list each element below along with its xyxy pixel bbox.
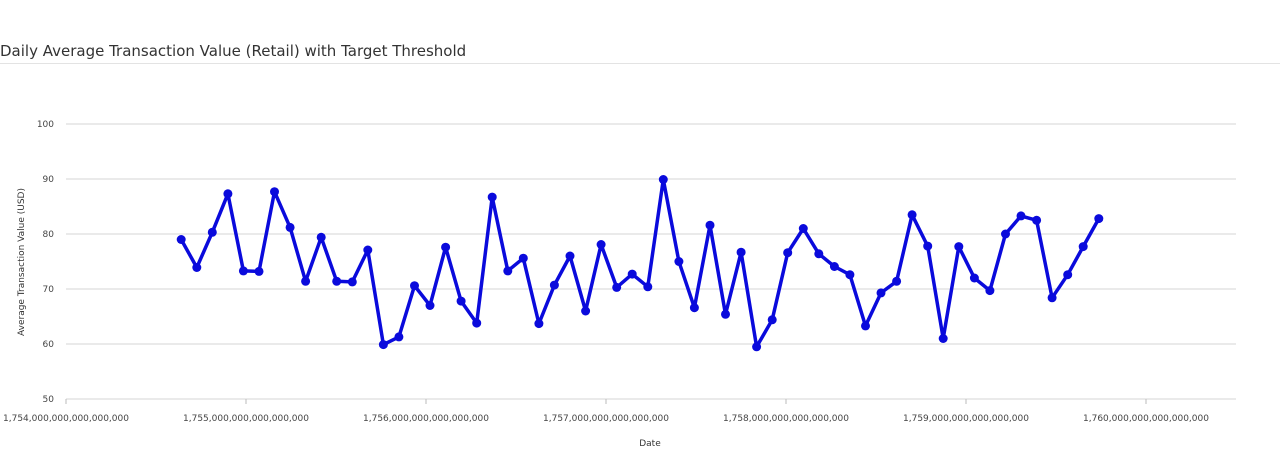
y-axis-label: Average Transaction Value (USD): [17, 188, 27, 336]
data-point[interactable]: [472, 318, 482, 328]
data-point[interactable]: [1016, 211, 1026, 221]
data-point[interactable]: [954, 242, 964, 252]
data-point[interactable]: [923, 241, 933, 251]
data-point[interactable]: [394, 332, 404, 342]
data-point[interactable]: [1063, 270, 1073, 280]
data-point[interactable]: [767, 315, 777, 325]
series-layer: [176, 175, 1104, 352]
series-line: [179, 177, 1101, 349]
data-point[interactable]: [969, 273, 979, 283]
y-tick-label: 70: [43, 285, 55, 295]
x-tick-label: 1,759,000,000,000,000,000: [903, 414, 1029, 424]
data-point[interactable]: [1047, 293, 1057, 303]
data-point[interactable]: [596, 240, 606, 249]
data-point[interactable]: [534, 319, 544, 329]
y-tick-label: 80: [43, 230, 55, 240]
data-point[interactable]: [643, 282, 653, 292]
data-point[interactable]: [549, 280, 559, 290]
data-point[interactable]: [176, 235, 186, 244]
data-point[interactable]: [876, 288, 886, 298]
x-tick-label: 1,760,000,000,000,000,000: [1083, 414, 1209, 424]
data-point[interactable]: [845, 270, 855, 280]
y-axis-ticks: 50 60 70 80 90 100: [37, 120, 54, 405]
data-point[interactable]: [378, 340, 388, 350]
data-point[interactable]: [207, 227, 217, 237]
data-point[interactable]: [425, 301, 435, 310]
data-point[interactable]: [892, 276, 902, 286]
data-point[interactable]: [316, 232, 326, 242]
data-point[interactable]: [612, 282, 622, 292]
data-point[interactable]: [861, 321, 870, 331]
x-axis-label: Date: [639, 439, 661, 449]
data-point[interactable]: [783, 248, 793, 258]
data-point[interactable]: [285, 222, 295, 232]
data-point[interactable]: [736, 247, 746, 257]
data-point[interactable]: [363, 245, 373, 255]
data-point[interactable]: [814, 249, 824, 259]
data-point[interactable]: [347, 277, 357, 287]
data-point[interactable]: [441, 242, 451, 252]
data-point[interactable]: [658, 175, 668, 184]
y-tick-label: 100: [37, 120, 54, 130]
x-tick-label: 1,756,000,000,000,000,000: [363, 414, 489, 424]
x-tick-label: 1,755,000,000,000,000,000: [183, 414, 309, 424]
data-point[interactable]: [270, 187, 279, 197]
x-tick-label: 1,757,000,000,000,000,000: [543, 414, 669, 424]
x-tick-label: 1,758,000,000,000,000,000: [723, 414, 849, 424]
chart-title: Daily Average Transaction Value (Retail)…: [0, 42, 467, 60]
data-point[interactable]: [565, 251, 575, 261]
data-point[interactable]: [503, 266, 513, 276]
data-point[interactable]: [1032, 215, 1042, 225]
data-point[interactable]: [1001, 229, 1010, 239]
y-tick-label: 50: [43, 395, 55, 405]
data-point[interactable]: [487, 192, 497, 202]
data-point[interactable]: [581, 306, 591, 316]
data-point[interactable]: [518, 253, 528, 263]
data-point[interactable]: [689, 303, 699, 313]
data-point[interactable]: [674, 257, 684, 266]
data-point[interactable]: [238, 266, 248, 276]
data-point[interactable]: [829, 262, 839, 271]
data-point[interactable]: [301, 276, 311, 286]
data-point[interactable]: [752, 342, 762, 352]
data-point[interactable]: [410, 281, 419, 291]
data-point[interactable]: [907, 210, 917, 220]
y-tick-label: 90: [43, 175, 55, 185]
data-point[interactable]: [985, 286, 995, 296]
y-tick-label: 60: [43, 340, 55, 350]
x-axis-ticks: 1,754,000,000,000,000,000 1,755,000,000,0…: [3, 399, 1209, 424]
data-point[interactable]: [1078, 242, 1088, 252]
data-point[interactable]: [254, 266, 264, 276]
data-point[interactable]: [192, 263, 202, 272]
data-point[interactable]: [798, 224, 808, 233]
data-point[interactable]: [1094, 214, 1104, 224]
data-point[interactable]: [332, 276, 342, 286]
x-tick-label: 1,754,000,000,000,000,000: [3, 414, 129, 424]
data-point[interactable]: [938, 334, 948, 343]
data-point[interactable]: [705, 220, 715, 230]
title-divider: [0, 63, 1280, 64]
data-point[interactable]: [627, 269, 637, 279]
data-point[interactable]: [721, 309, 730, 319]
data-point[interactable]: [223, 189, 233, 199]
data-point[interactable]: [456, 296, 466, 306]
